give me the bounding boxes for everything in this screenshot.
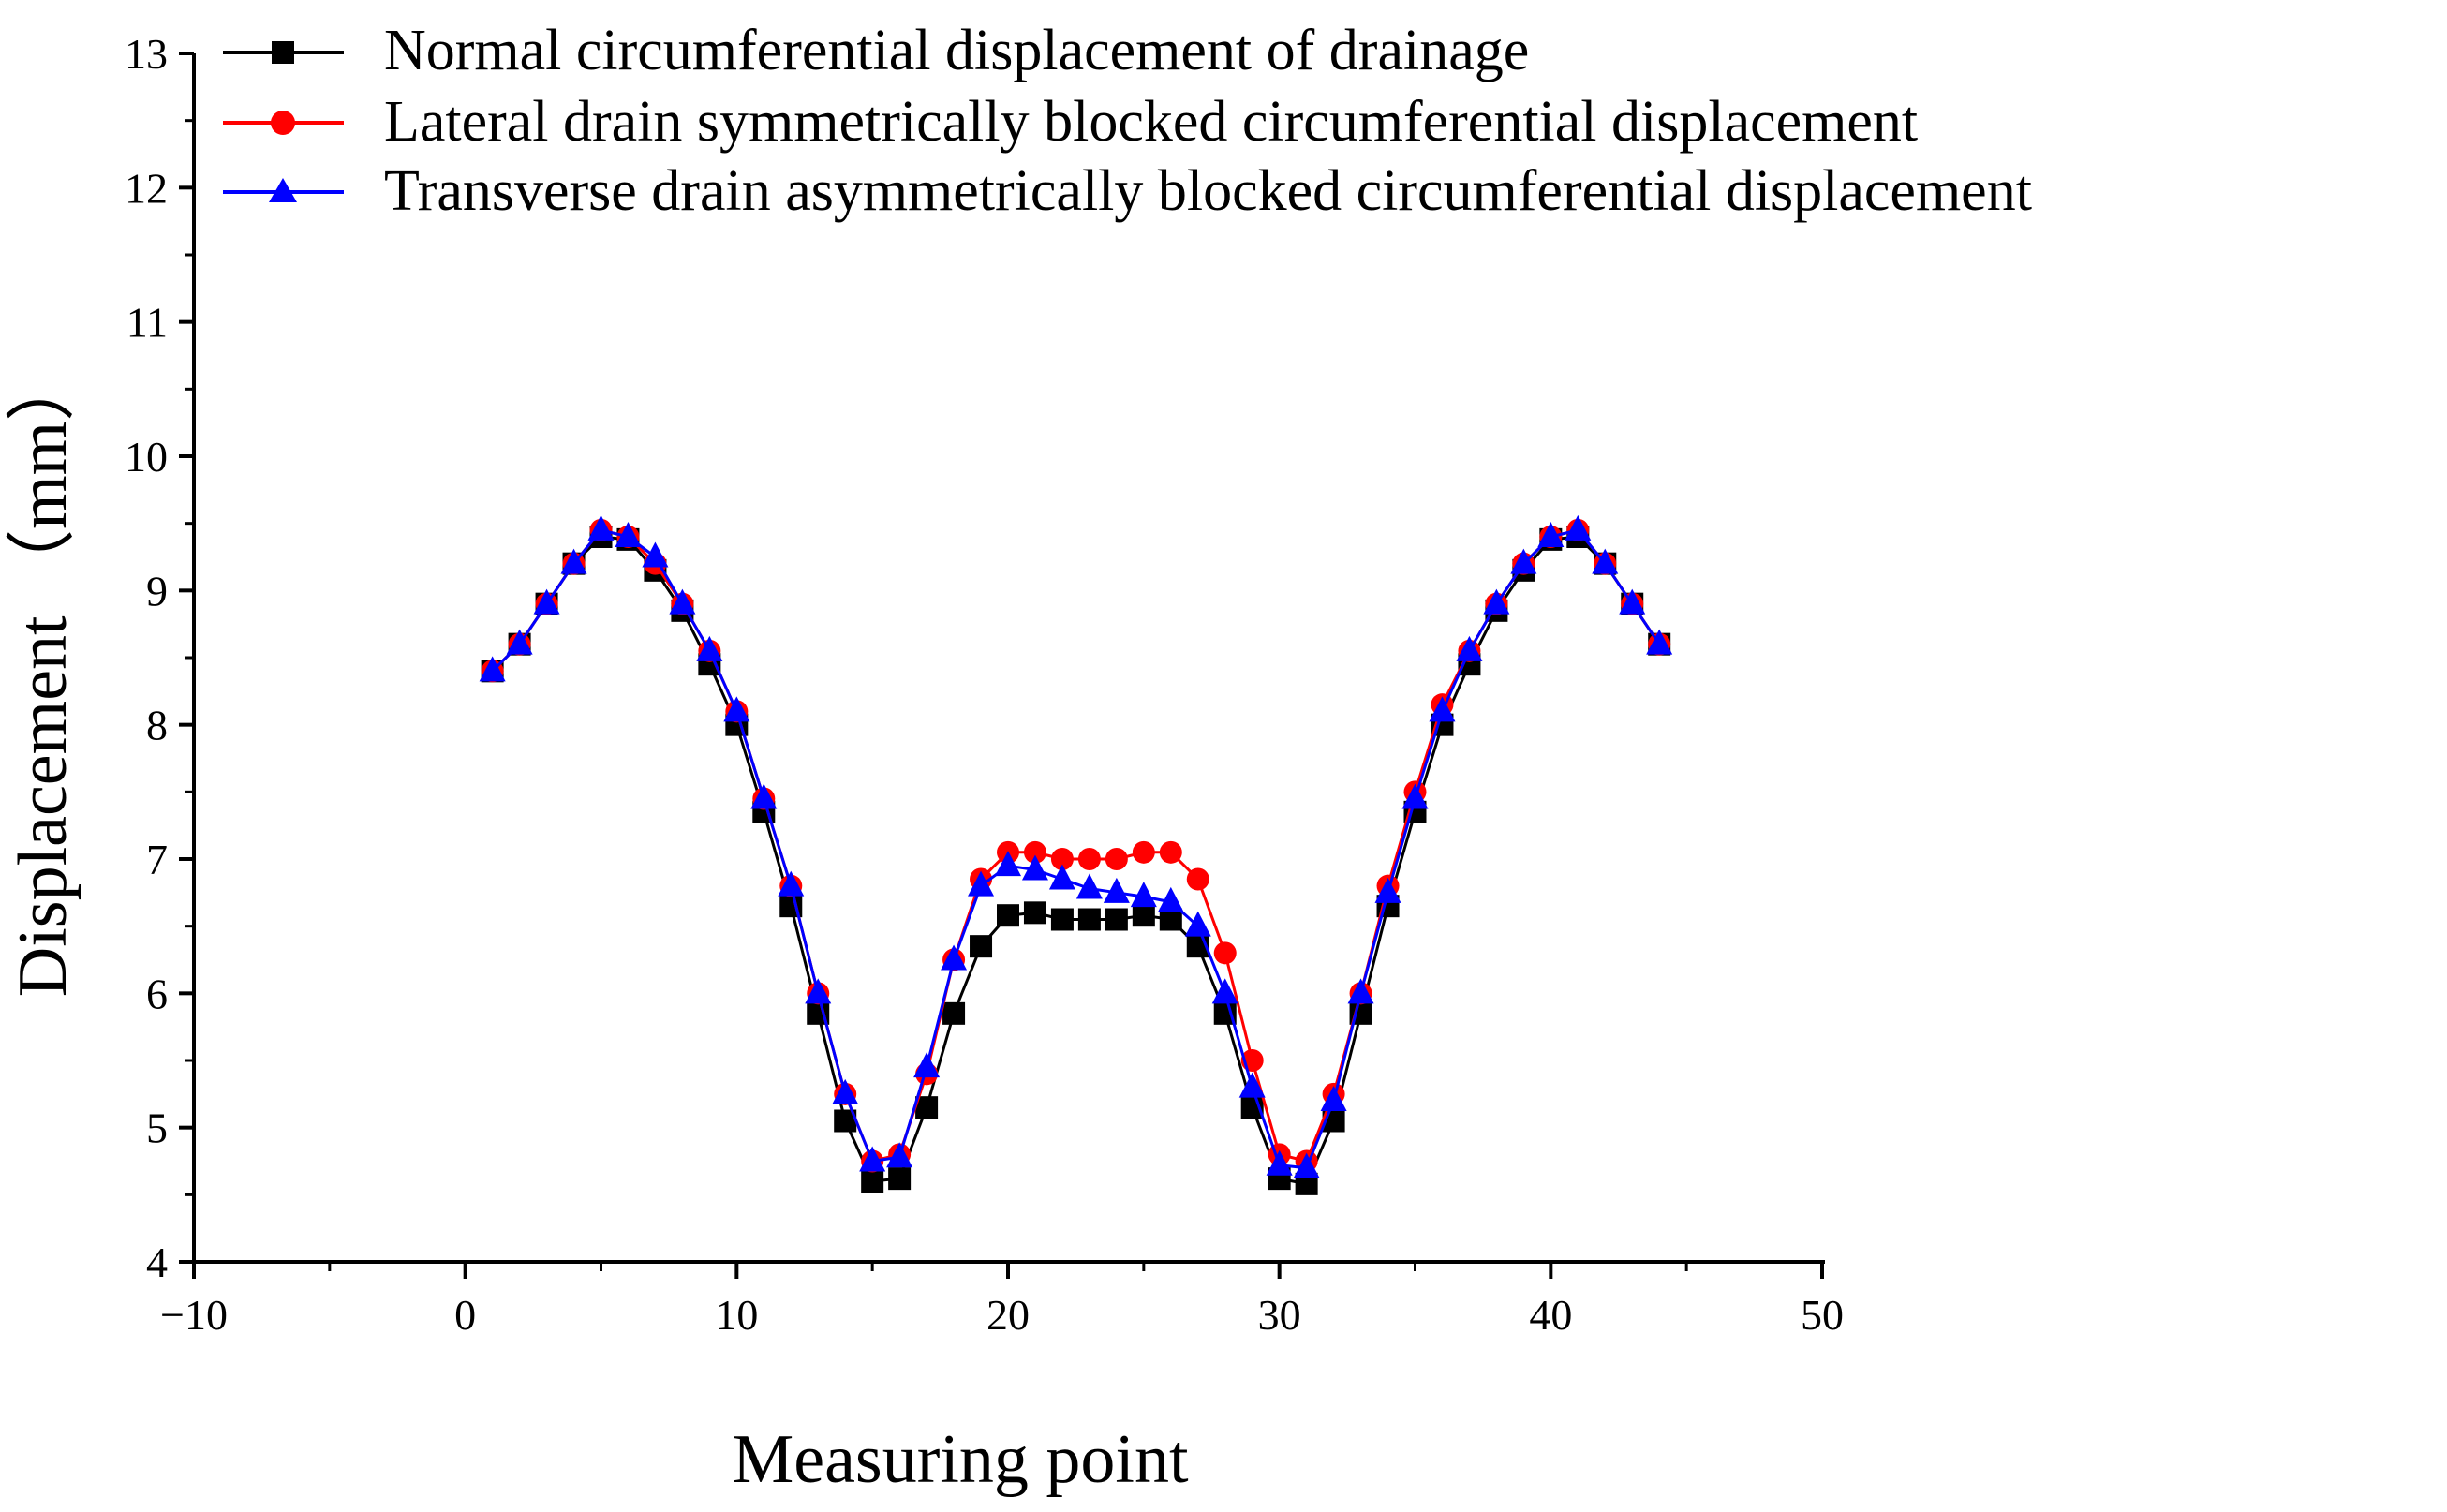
x-tick-label: 10 — [715, 1291, 758, 1339]
data-point-square — [970, 935, 993, 958]
data-point-triangle — [642, 541, 669, 568]
data-point-circle — [1023, 840, 1046, 864]
legend-marker-triangle — [269, 178, 297, 202]
data-point-square — [1077, 908, 1101, 931]
data-point-triangle — [995, 851, 1021, 877]
data-point-triangle — [1293, 1152, 1320, 1178]
y-tick-label: 9 — [146, 567, 168, 615]
data-point-triangle — [1320, 1086, 1347, 1111]
x-tick-label: 40 — [1529, 1291, 1572, 1339]
y-tick-label: 7 — [146, 836, 168, 883]
data-point-triangle — [696, 635, 723, 661]
x-tick-label: 30 — [1258, 1291, 1301, 1339]
data-point-triangle — [886, 1142, 913, 1168]
data-point-triangle — [533, 588, 560, 615]
data-point-triangle — [1103, 877, 1130, 903]
data-point-triangle — [1646, 629, 1673, 655]
data-point-circle — [1159, 840, 1182, 864]
data-point-square — [1105, 908, 1128, 931]
y-axis-title: Displacement （mm） — [5, 352, 82, 997]
data-point-circle — [1050, 848, 1074, 870]
legend-marker-square — [272, 41, 294, 64]
data-point-triangle — [615, 522, 642, 547]
data-point-triangle — [1537, 522, 1565, 547]
axes — [192, 53, 1825, 1264]
legend-label-normal: Normal circumferential displacement of d… — [384, 19, 1529, 82]
x-tick-label: 20 — [986, 1291, 1030, 1339]
data-point-triangle — [1565, 514, 1592, 541]
y-tick-label: 4 — [146, 1238, 168, 1286]
data-point-triangle — [859, 1146, 886, 1172]
data-point-circle — [1213, 941, 1237, 965]
x-tick-label: 0 — [454, 1291, 476, 1339]
data-point-square — [942, 1001, 966, 1025]
data-point-triangle — [1266, 1149, 1293, 1176]
data-point-triangle — [1238, 1072, 1266, 1098]
legend-label-lateral: Lateral drain symmetrically blocked circ… — [384, 90, 1918, 154]
data-point-triangle — [1157, 886, 1184, 912]
data-point-triangle — [669, 588, 696, 615]
data-point-triangle — [968, 870, 995, 897]
data-point-triangle — [1510, 548, 1537, 574]
series — [479, 514, 1673, 1195]
data-point-triangle — [1075, 873, 1103, 899]
legend-item-transverse: Transverse drain asymmetrically blocked … — [223, 159, 2032, 223]
data-point-triangle — [479, 656, 506, 682]
legend-item-normal: Normal circumferential displacement of d… — [223, 19, 1529, 82]
data-point-square — [888, 1167, 912, 1191]
legend-marker-circle — [271, 111, 295, 135]
series-3 — [479, 514, 1673, 1178]
data-point-triangle — [587, 514, 615, 541]
series-line — [491, 528, 1661, 1170]
data-point-triangle — [723, 696, 750, 722]
y-tick-label: 13 — [125, 30, 168, 78]
legend-label-transverse: Transverse drain asymmetrically blocked … — [384, 159, 2032, 223]
legend-item-lateral: Lateral drain symmetrically blocked circ… — [223, 90, 1918, 154]
data-point-triangle — [1456, 635, 1483, 661]
data-point-triangle — [1429, 696, 1456, 722]
data-point-triangle — [1619, 588, 1646, 615]
data-point-square — [1132, 904, 1155, 927]
data-point-circle — [1186, 867, 1209, 891]
data-point-triangle — [1184, 911, 1211, 937]
y-tick-label: 11 — [126, 299, 168, 347]
data-point-triangle — [913, 1052, 941, 1078]
x-tick-label: 50 — [1801, 1291, 1844, 1339]
data-point-triangle — [1048, 864, 1075, 890]
data-point-triangle — [560, 548, 587, 574]
legend: Normal circumferential displacement of d… — [223, 19, 2032, 223]
data-point-square — [861, 1170, 884, 1193]
data-point-circle — [1077, 848, 1101, 870]
data-point-triangle — [805, 978, 832, 1004]
y-tick-label: 8 — [146, 702, 168, 749]
data-point-triangle — [941, 944, 968, 971]
data-point-triangle — [1401, 783, 1429, 809]
data-point-triangle — [1374, 877, 1401, 903]
data-point-triangle — [1483, 588, 1510, 615]
y-tick-label: 5 — [146, 1104, 168, 1152]
data-point-triangle — [1592, 548, 1619, 574]
data-point-triangle — [778, 870, 805, 897]
x-tick-label: −10 — [160, 1291, 228, 1339]
data-point-triangle — [750, 783, 778, 809]
data-point-circle — [1132, 840, 1155, 864]
data-point-triangle — [506, 629, 533, 655]
y-tick-label: 10 — [125, 433, 168, 481]
data-point-triangle — [1211, 978, 1238, 1004]
data-point-triangle — [1130, 882, 1157, 908]
data-point-square — [1023, 901, 1046, 925]
data-point-square — [1050, 908, 1074, 931]
data-point-triangle — [1021, 854, 1048, 881]
data-point-triangle — [832, 1078, 859, 1104]
y-tick-label: 6 — [146, 970, 168, 1017]
data-point-circle — [1105, 848, 1128, 870]
data-point-triangle — [1347, 978, 1374, 1004]
ticks: 4 5 6 7 8 9 10 11 12 13 −10 0 10 20 30 40 50 — [125, 30, 1844, 1339]
x-axis-title: Measuring point — [732, 1421, 1189, 1498]
y-tick-label: 12 — [125, 164, 168, 212]
data-point-square — [997, 904, 1019, 927]
